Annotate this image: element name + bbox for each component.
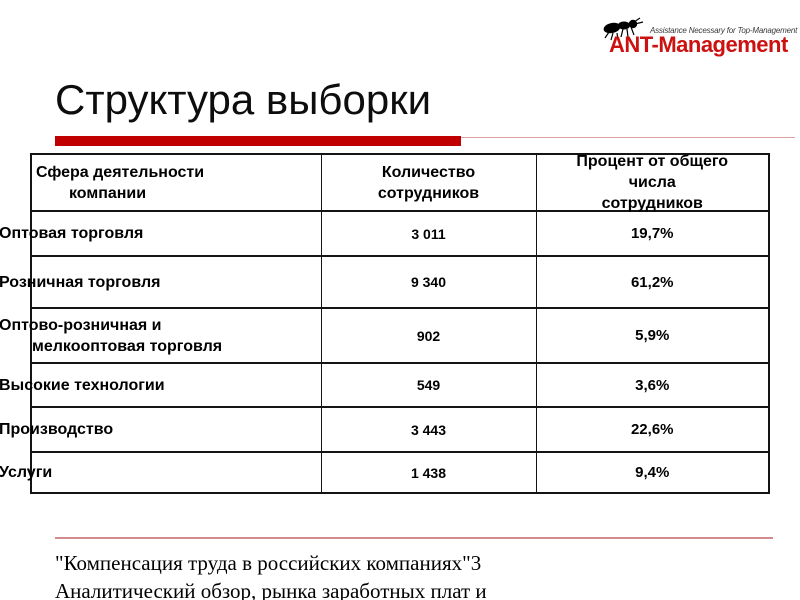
- cell-count: 9 340: [320, 255, 537, 309]
- cell-sector: Оптово-розничная и мелкооптовая торговля: [0, 307, 322, 364]
- table-row: Услуги 1 438 9,4%: [0, 451, 770, 494]
- cell-sector: Производство: [0, 406, 322, 453]
- cell-count: 902: [320, 307, 537, 364]
- table-row: Оптово-розничная и мелкооптовая торговля…: [0, 307, 770, 364]
- footer-note: "Компенсация труда в российских компания…: [55, 549, 775, 600]
- footer-line-2: Аналитический обзор, рынка заработных пл…: [55, 579, 487, 600]
- cell-count: 3 443: [320, 406, 537, 453]
- title-underline-bar: [55, 136, 461, 146]
- table-row: Высокие технологии 549 3,6%: [0, 362, 770, 408]
- company-logo: Assistance Necessary for Top-Management …: [603, 12, 797, 57]
- cell-percent: 61,2%: [535, 255, 770, 309]
- cell-sector: Высокие технологии: [0, 362, 322, 408]
- cell-count: 3 011: [320, 210, 537, 257]
- cell-sector: Услуги: [0, 451, 322, 494]
- table-row: Розничная торговля 9 340 61,2%: [0, 255, 770, 309]
- cell-percent: 3,6%: [535, 362, 770, 408]
- header-sector: Сфера деятельности компании: [30, 153, 322, 212]
- ant-icon: [603, 16, 647, 47]
- header-sector-label: Сфера деятельности компании: [36, 163, 205, 202]
- cell-percent: 5,9%: [535, 307, 770, 364]
- table-body: Оптовая торговля 3 011 19,7% Розничная т…: [0, 210, 770, 494]
- sample-structure-table: Сфера деятельности компании Количество с…: [0, 153, 770, 494]
- cell-percent: 22,6%: [535, 406, 770, 453]
- footer-line-1: "Компенсация труда в российских компания…: [55, 551, 482, 575]
- logo-brand-text: ANT-Management: [609, 32, 788, 57]
- cell-percent: 9,4%: [535, 451, 770, 494]
- header-percent-label: Процент от общего числа сотрудников: [576, 153, 729, 212]
- table-row: Производство 3 443 22,6%: [0, 406, 770, 453]
- slide-title: Структура выборки: [55, 76, 432, 123]
- footer-rule: [55, 537, 773, 539]
- table-row: Оптовая торговля 3 011 19,7%: [0, 210, 770, 257]
- cell-count: 1 438: [320, 451, 537, 494]
- logo-tagline: Assistance Necessary for Top-Management: [650, 26, 798, 35]
- header-count-label: Количество сотрудников: [377, 163, 480, 202]
- cell-sector: Розничная торговля: [0, 255, 322, 309]
- cell-count: 549: [320, 362, 537, 408]
- cell-sector: Оптовая торговля: [0, 210, 322, 257]
- cell-percent: 19,7%: [535, 210, 770, 257]
- table-header: Сфера деятельности компании Количество с…: [30, 153, 770, 212]
- header-count: Количество сотрудников: [320, 153, 537, 212]
- table-header-row: Сфера деятельности компании Количество с…: [30, 153, 770, 212]
- header-percent: Процент от общего числа сотрудников: [535, 153, 770, 212]
